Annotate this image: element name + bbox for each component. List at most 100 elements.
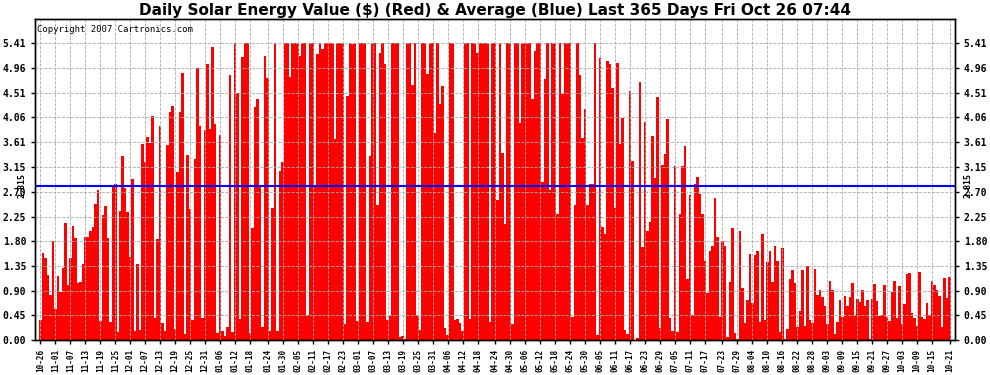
Bar <box>839 300 842 340</box>
Bar <box>796 327 799 340</box>
Bar <box>534 51 537 340</box>
Bar <box>826 324 829 340</box>
Bar <box>299 56 301 340</box>
Bar <box>119 211 122 340</box>
Bar <box>81 264 84 340</box>
Bar <box>229 75 232 340</box>
Bar <box>506 43 509 340</box>
Bar <box>883 285 886 340</box>
Bar <box>451 43 453 340</box>
Bar <box>642 247 644 340</box>
Bar <box>553 43 556 340</box>
Bar <box>396 43 399 340</box>
Bar <box>494 43 496 340</box>
Bar <box>401 336 404 340</box>
Bar <box>504 224 506 340</box>
Bar <box>691 315 694 340</box>
Bar <box>224 336 227 340</box>
Bar <box>453 320 456 340</box>
Bar <box>389 316 391 340</box>
Bar <box>763 320 766 340</box>
Bar <box>668 318 671 340</box>
Bar <box>444 328 446 340</box>
Bar <box>142 144 144 340</box>
Bar <box>79 282 81 340</box>
Bar <box>417 315 419 340</box>
Bar <box>391 43 394 340</box>
Bar <box>148 143 151 340</box>
Bar <box>274 43 276 340</box>
Bar <box>256 99 259 340</box>
Bar <box>456 319 458 340</box>
Bar <box>309 43 312 340</box>
Bar <box>581 138 584 340</box>
Bar <box>753 255 756 340</box>
Bar <box>151 116 154 340</box>
Bar <box>481 43 484 340</box>
Bar <box>589 184 591 340</box>
Bar <box>184 334 186 340</box>
Bar <box>848 297 851 340</box>
Bar <box>639 82 642 340</box>
Bar <box>891 292 894 340</box>
Bar <box>381 43 384 340</box>
Bar <box>337 43 339 340</box>
Bar <box>704 261 706 340</box>
Bar <box>706 293 709 340</box>
Bar <box>586 206 589 340</box>
Bar <box>924 319 926 340</box>
Bar <box>563 43 566 340</box>
Bar <box>806 266 809 340</box>
Bar <box>814 269 816 340</box>
Bar <box>856 299 858 340</box>
Bar <box>47 275 50 340</box>
Bar <box>599 58 601 340</box>
Bar <box>658 328 661 340</box>
Bar <box>709 251 711 340</box>
Bar <box>619 144 621 340</box>
Bar <box>217 333 219 340</box>
Bar <box>584 109 586 340</box>
Bar <box>816 295 819 340</box>
Bar <box>576 43 579 340</box>
Bar <box>312 43 314 340</box>
Bar <box>626 334 629 340</box>
Bar <box>176 172 179 340</box>
Bar <box>799 310 801 340</box>
Bar <box>888 321 891 340</box>
Bar <box>64 224 66 340</box>
Bar <box>251 228 253 340</box>
Bar <box>466 43 469 340</box>
Bar <box>86 237 89 340</box>
Bar <box>127 212 129 340</box>
Bar <box>596 335 599 340</box>
Bar <box>637 338 639 340</box>
Bar <box>876 301 878 340</box>
Bar <box>516 43 519 340</box>
Bar <box>573 205 576 340</box>
Bar <box>509 43 511 340</box>
Bar <box>853 315 856 340</box>
Bar <box>629 91 632 340</box>
Bar <box>71 226 74 340</box>
Bar <box>427 74 429 340</box>
Bar <box>551 43 553 340</box>
Bar <box>548 189 551 340</box>
Bar <box>479 43 481 340</box>
Bar <box>169 112 171 340</box>
Bar <box>656 97 658 340</box>
Bar <box>476 53 479 340</box>
Bar <box>824 306 826 340</box>
Bar <box>259 185 261 340</box>
Bar <box>474 43 476 340</box>
Bar <box>731 228 734 340</box>
Bar <box>514 43 516 340</box>
Bar <box>653 178 656 340</box>
Bar <box>632 160 634 340</box>
Bar <box>281 162 284 340</box>
Bar <box>734 333 737 340</box>
Bar <box>414 43 417 340</box>
Bar <box>346 96 348 340</box>
Bar <box>863 306 866 340</box>
Bar <box>648 222 651 340</box>
